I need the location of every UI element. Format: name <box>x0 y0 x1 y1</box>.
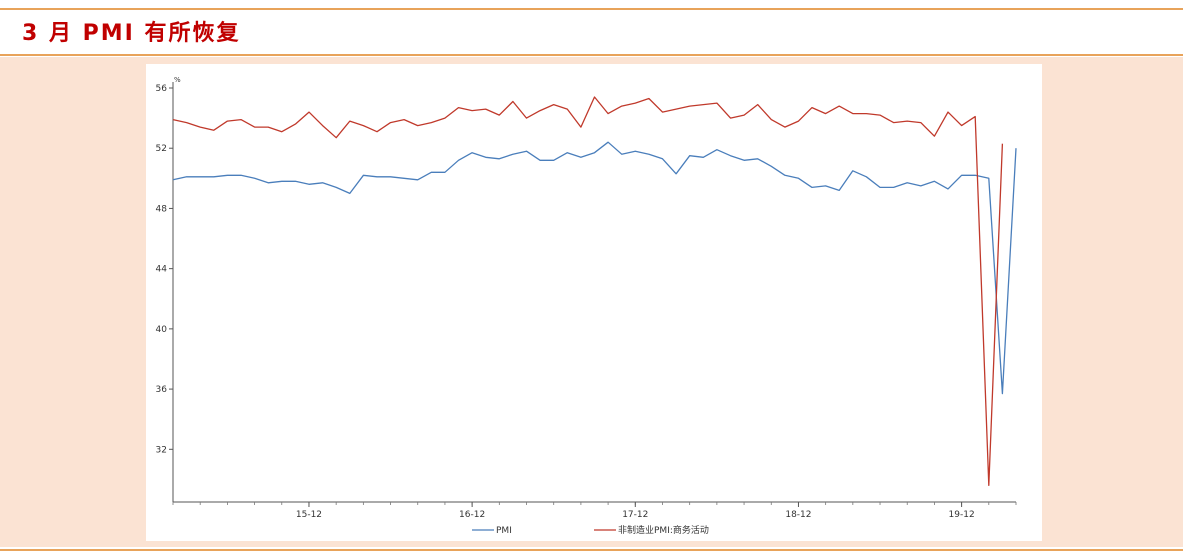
series-line-1 <box>172 141 1017 395</box>
y-tick-label: 36 <box>156 385 168 395</box>
y-tick-label: 32 <box>156 445 167 455</box>
page-title: 3 月 PMI 有所恢复 <box>22 21 241 46</box>
x-tick-label: 19-12 <box>949 510 975 520</box>
bottom-rule <box>0 549 1183 551</box>
y-axis-unit-label: % <box>174 76 181 84</box>
x-tick-label: 17-12 <box>622 510 648 520</box>
title-rule <box>0 54 1183 56</box>
x-tick-label: 16-12 <box>459 510 485 520</box>
chart-area: % 32 36 40 44 48 52 56 15-12 16-12 17-12 18-12 19-12… <box>146 64 1042 541</box>
y-tick-label: 48 <box>156 204 168 214</box>
series-line-2 <box>172 96 1004 487</box>
x-tick-label: 18-12 <box>785 510 811 520</box>
y-tick-label: 44 <box>156 265 168 275</box>
legend-label-1: PMI <box>496 526 512 536</box>
y-tick-label: 56 <box>156 84 168 94</box>
top-rule <box>0 8 1183 10</box>
y-tick-label: 40 <box>156 325 168 335</box>
legend-label-2: 非制造业PMI:商务活动 <box>618 524 709 536</box>
line-chart: % 32 36 40 44 48 52 56 15-12 16-12 17-12 18-12 19-12… <box>156 76 1017 536</box>
y-tick-label: 52 <box>156 144 167 154</box>
x-tick-label: 15-12 <box>296 510 322 520</box>
